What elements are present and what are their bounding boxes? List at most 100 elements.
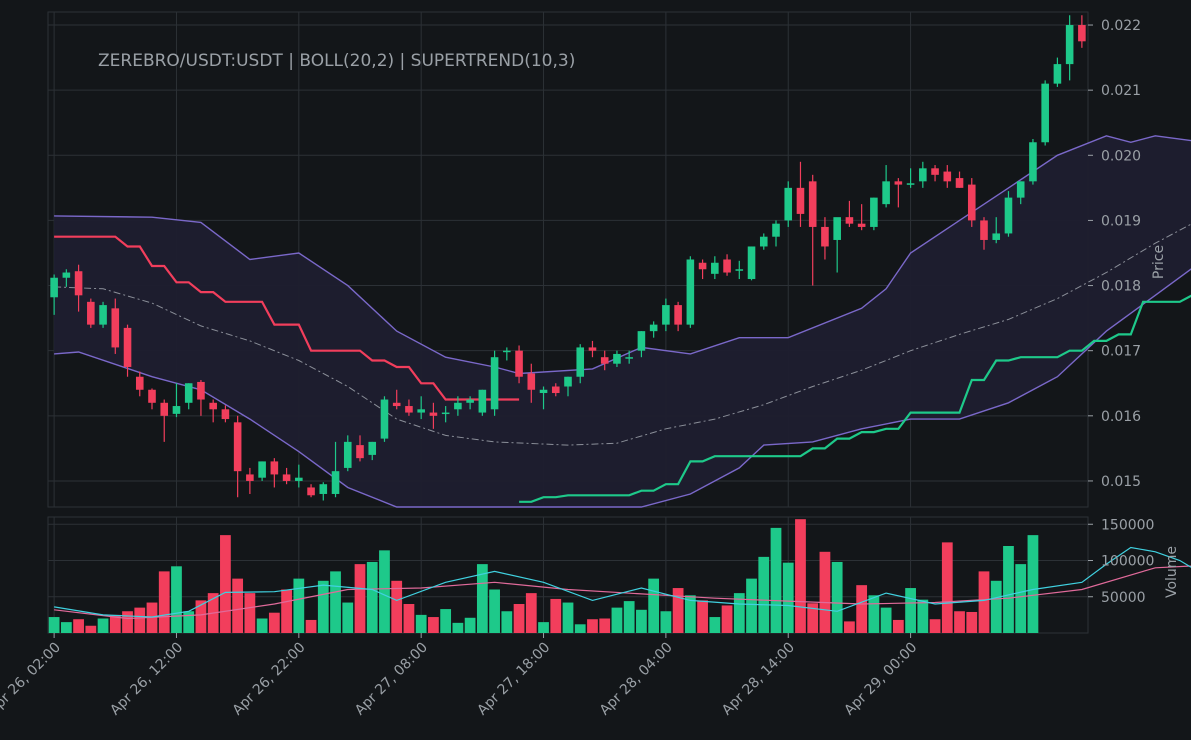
candle — [637, 331, 646, 358]
candle — [1004, 191, 1013, 237]
candle-body — [870, 197, 878, 227]
price-tick-label: 0.022 — [1101, 18, 1141, 34]
volume-bar — [1027, 535, 1039, 633]
candle — [649, 321, 658, 338]
candle — [698, 259, 707, 280]
volume-bars — [48, 519, 1039, 633]
volume-bar — [220, 535, 231, 633]
candle — [392, 389, 401, 410]
candle-body — [931, 168, 939, 175]
candle-body — [246, 474, 254, 481]
supertrend — [54, 235, 1191, 503]
candle-body — [270, 461, 279, 475]
volume-bar — [403, 604, 415, 633]
candle-body — [796, 187, 805, 214]
candle-body — [784, 187, 793, 221]
candle-body — [343, 441, 352, 468]
price-tick-label: 0.019 — [1101, 213, 1141, 229]
candle-body — [1041, 83, 1049, 143]
candle — [405, 399, 413, 416]
candle — [282, 467, 291, 485]
candle — [735, 260, 744, 280]
candle-body — [466, 399, 474, 403]
candle — [588, 340, 597, 358]
candle-body — [857, 223, 866, 227]
candle-body — [1053, 64, 1062, 84]
volume-bar — [636, 609, 647, 633]
bollinger-upper-line — [54, 135, 1191, 375]
candle — [796, 161, 805, 227]
candle-body — [74, 271, 83, 296]
price-tick-label: 0.018 — [1101, 279, 1141, 295]
volume-bar — [672, 588, 684, 633]
candle — [662, 298, 670, 332]
candle-body — [967, 184, 976, 221]
volume-axis-title: Volume — [1164, 546, 1180, 598]
candle-body — [625, 357, 633, 359]
candle — [845, 200, 854, 227]
candle — [527, 363, 536, 403]
candle-body — [894, 181, 903, 185]
volume-bar — [905, 588, 916, 633]
candle — [99, 301, 107, 328]
volume-bar — [831, 561, 843, 633]
price-tick-label: 0.016 — [1101, 409, 1141, 425]
volume-bar — [256, 618, 268, 633]
candle-body — [980, 220, 988, 240]
volume-bar — [954, 611, 965, 633]
volume-bar — [293, 578, 305, 633]
volume-bar — [464, 617, 476, 633]
price-tick-label: 0.020 — [1101, 148, 1141, 164]
candle — [515, 345, 523, 384]
volume-bar — [232, 578, 244, 633]
volume-bar — [795, 519, 806, 633]
candle-body — [772, 223, 780, 237]
candle-body — [258, 461, 266, 478]
volume-bar — [73, 619, 84, 633]
volume-bar — [97, 618, 109, 633]
candle-body — [588, 347, 597, 351]
volume-bar — [452, 622, 464, 633]
candle — [478, 389, 487, 416]
volume-bar — [513, 604, 525, 633]
volume-bar — [599, 618, 611, 633]
candle-body — [551, 386, 560, 394]
candle-body — [307, 487, 315, 496]
volume-bar — [892, 619, 904, 633]
volume-bar — [990, 580, 1002, 633]
volume-moving-averages — [54, 546, 1191, 620]
volume-bar — [183, 611, 195, 633]
candle-body — [368, 441, 377, 455]
volume-tick-label: 100000 — [1101, 554, 1154, 570]
volume-bar — [391, 580, 403, 633]
candle — [258, 461, 266, 481]
volume-tick-label: 50000 — [1101, 590, 1146, 606]
candle-body — [955, 178, 964, 188]
candle — [246, 467, 254, 494]
candle-body — [209, 402, 217, 410]
candle-body — [674, 305, 682, 325]
candle — [356, 435, 364, 462]
candle — [808, 174, 817, 286]
volume-bar — [330, 571, 341, 633]
candle-body — [600, 357, 609, 364]
volume-bar — [60, 622, 72, 633]
candle — [221, 405, 230, 423]
candle-body — [833, 217, 841, 240]
candle-body — [87, 301, 95, 325]
candle-body — [429, 412, 438, 416]
candle — [368, 441, 377, 461]
candle-body — [919, 168, 927, 182]
candle-body — [613, 353, 621, 364]
candle-body — [723, 259, 731, 273]
candle — [613, 350, 621, 367]
candle — [319, 482, 328, 501]
candle-body — [356, 445, 364, 459]
volume-bar — [354, 564, 366, 633]
candle — [1029, 139, 1037, 185]
volume-bar — [941, 542, 953, 633]
candle — [1078, 15, 1086, 48]
candle — [833, 217, 841, 273]
candle-body — [662, 305, 670, 325]
